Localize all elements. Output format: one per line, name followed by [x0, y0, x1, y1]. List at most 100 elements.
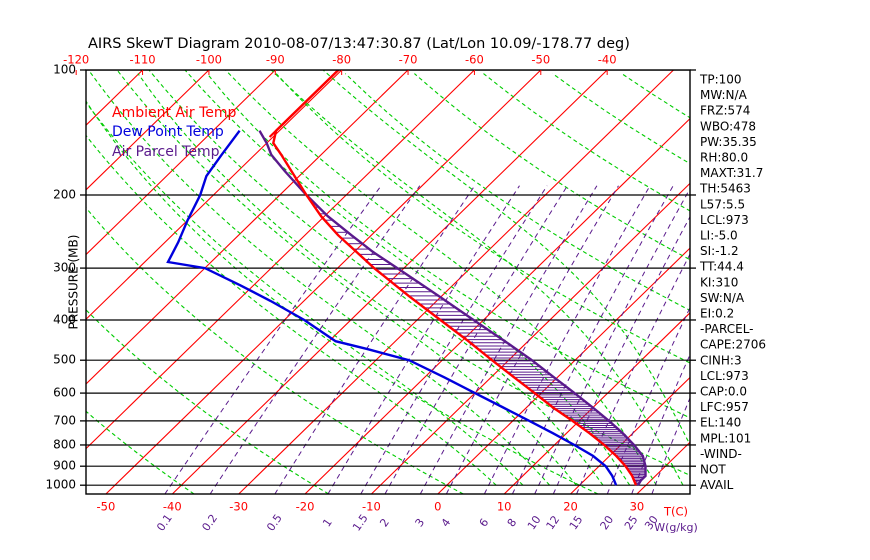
sidebar-item-ki: KI:310 — [700, 275, 738, 289]
top-temp-label--100: -100 — [196, 53, 222, 67]
sidebar-item-maxt: MAXT:31.7 — [700, 166, 763, 180]
sidebar-item-cinh: CINH:3 — [700, 353, 742, 367]
mixing-ratio-axis-title: W(g/kg) — [654, 521, 698, 534]
top-temp-label--60: -60 — [465, 53, 484, 67]
isotherm--80 — [86, 70, 343, 321]
sidebar-item-li: LI:-5.0 — [700, 229, 738, 243]
pressure-tick-label-200: 200 — [53, 187, 76, 201]
sidebar-item-lcl2: LCL:973 — [700, 369, 749, 383]
mixing-ratio-2 — [384, 185, 568, 494]
pressure-axis-title: PRESSURE (MB) — [67, 235, 81, 330]
mixing-ratio-20 — [606, 306, 690, 494]
dry-adiabat-20 — [86, 100, 599, 494]
mixing-ratio-4 — [445, 185, 619, 494]
mixing-ratio-1 — [327, 185, 520, 494]
moist-adiabat-24 — [148, 70, 604, 486]
sidebar-item-lcl: LCL:973 — [700, 213, 749, 227]
isotherm--10 — [371, 182, 690, 494]
plot-frame — [85, 69, 691, 495]
moist-adiabat-20 — [116, 70, 577, 486]
dry-adiabat--40 — [86, 410, 195, 494]
isotherm--30 — [238, 70, 674, 494]
page-title: AIRS SkewT Diagram 2010-08-07/13:47:30.8… — [88, 36, 630, 52]
ambient-air-temp-curve — [272, 70, 638, 486]
mixing-ratio-lines — [164, 185, 690, 494]
isotherm-20 — [570, 376, 690, 494]
dew-point-temp-curve — [166, 129, 618, 486]
isotherm--100 — [86, 70, 210, 191]
legend-ambient-air-temp: Ambient Air Temp — [112, 105, 237, 121]
mixing-ratio-3 — [419, 185, 598, 494]
top-temp-label--70: -70 — [399, 53, 418, 67]
pressure-tick-label-500: 500 — [53, 353, 76, 367]
moist-adiabat-40 — [322, 70, 690, 447]
bottom-temp-label--50: -50 — [97, 500, 116, 514]
mixing-ratio-12 — [552, 215, 690, 494]
top-temp-label--50: -50 — [531, 53, 550, 67]
bottom-temp-label-20: 20 — [563, 500, 578, 514]
sidebar-item-wbo: WBO:478 — [700, 119, 756, 133]
isotherm--70 — [86, 70, 409, 385]
mixing-ratio-25 — [631, 353, 690, 494]
bottom-temperature-tick-labels: -50 -40 -30 -20 -10 0 10 20 30 — [97, 500, 645, 514]
dry-adiabat-40 — [137, 73, 690, 476]
moist-adiabat-16 — [88, 70, 551, 486]
mixing-ratio-15 — [576, 253, 690, 494]
bottom-temp-label--30: -30 — [229, 500, 248, 514]
pressure-tick-label-300: 300 — [53, 261, 76, 275]
isobar-lines — [86, 70, 690, 486]
mixing-ratio-1.5 — [360, 185, 548, 494]
isotherm--50 — [105, 70, 542, 494]
dry-adiabat-0 — [86, 206, 464, 494]
pressure-tick-label-900: 900 — [53, 459, 76, 473]
bottom-temp-label--40: -40 — [163, 500, 182, 514]
top-temperature-tick-labels: -120 -110 -100 -90 -80 -70 -60 -50 -40 — [63, 53, 617, 75]
sidebar-item-th: TH:5463 — [699, 182, 751, 196]
mixing-ratio-0.2 — [209, 185, 421, 494]
sidebar-item-cap: CAP:0.0 — [700, 385, 747, 399]
dry-adiabat-160 — [552, 73, 690, 165]
pressure-tick-label-100: 100 — [53, 63, 76, 77]
pressure-tick-labels: 100 200 300 400 500 600 700 800 900 1000 — [45, 63, 76, 492]
sidebar-item-rh: RH:80.0 — [700, 151, 748, 165]
sidebar-item-mpl: MPL:101 — [700, 431, 751, 445]
bottom-temp-label--20: -20 — [296, 500, 315, 514]
moist-adiabat-28 — [184, 70, 631, 486]
sidebar-item-not: NOT — [700, 463, 726, 477]
mixing-ratio-10 — [534, 187, 690, 494]
sidebar-item-el: EL:140 — [700, 416, 741, 430]
sidebar-item-l57: L57:5.5 — [700, 197, 745, 211]
moist-adiabat-12 — [86, 101, 524, 486]
cape-hatch-region — [309, 199, 646, 486]
sidebar-item-sw: SW:N/A — [700, 291, 745, 305]
bottom-temp-label-10: 10 — [497, 500, 512, 514]
moist-adiabat-lines — [86, 70, 690, 486]
bottom-temp-label-30: 30 — [630, 500, 645, 514]
sidebar-item-parcel-hdr: -PARCEL- — [700, 322, 754, 336]
legend-air-parcel-temp: Air Parcel Temp — [112, 144, 220, 160]
top-temp-label--120: -120 — [63, 53, 89, 67]
pressure-tick-label-600: 600 — [53, 386, 76, 400]
sidebar-item-si: SI:-1.2 — [700, 244, 739, 258]
bottom-temp-label-0: 0 — [434, 500, 441, 514]
top-temp-label--110: -110 — [129, 53, 155, 67]
legend-dew-point-temp: Dew Point Temp — [112, 124, 224, 140]
sidebar-item-tt: TT:44.4 — [699, 260, 744, 274]
pressure-tick-label-700: 700 — [53, 413, 76, 427]
isotherm--20 — [304, 117, 690, 494]
pressure-tick-label-1000: 1000 — [45, 478, 76, 492]
mixing-ratio-0.1 — [164, 185, 382, 494]
dry-adiabat-lines — [86, 73, 690, 494]
pressure-tick-label-400: 400 — [53, 312, 76, 326]
mixing-ratio-8 — [511, 185, 674, 494]
sidebar-item-mw: MW:N/A — [700, 88, 748, 102]
moist-adiabat-8 — [86, 134, 497, 486]
sidebar-item-tp: TP:100 — [699, 73, 742, 87]
isotherm--60 — [86, 70, 475, 450]
sidebar-item-lfc: LFC:957 — [700, 400, 749, 414]
sidebar-item-wind-hdr: -WIND- — [700, 447, 742, 461]
temperature-axis-title: T(C) — [663, 505, 688, 519]
